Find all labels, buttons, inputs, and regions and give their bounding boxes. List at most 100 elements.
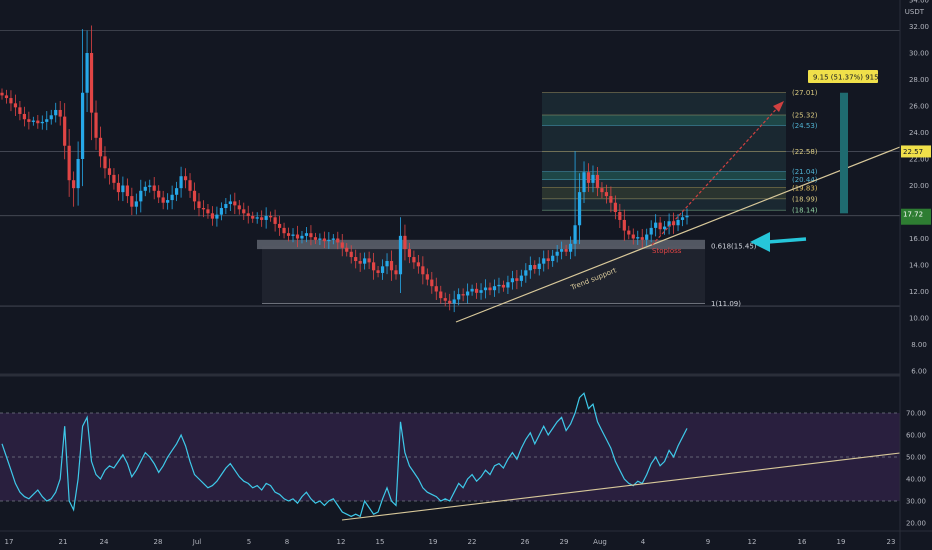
candle-body[interactable] (533, 265, 537, 269)
candle-body[interactable] (443, 298, 447, 301)
candle-body[interactable] (116, 182, 121, 193)
candle-body[interactable] (152, 185, 156, 191)
candle-body[interactable] (94, 112, 98, 138)
candle-body[interactable] (604, 192, 609, 197)
candle-body[interactable] (372, 262, 376, 271)
candle-body[interactable] (45, 119, 49, 122)
candle-body[interactable] (537, 263, 541, 269)
candle-body[interactable] (246, 213, 250, 216)
candle-body[interactable] (385, 261, 389, 267)
candle-body[interactable] (363, 258, 367, 264)
candle-body[interactable] (380, 266, 385, 273)
candle-body[interactable] (9, 98, 13, 104)
candle-body[interactable] (215, 214, 219, 219)
candle-body[interactable] (27, 119, 31, 122)
candle-body[interactable] (36, 120, 40, 124)
retracement-zone[interactable] (262, 245, 705, 304)
candle-body[interactable] (322, 238, 326, 242)
candle-body[interactable] (54, 109, 58, 116)
candle-body[interactable] (430, 279, 434, 287)
candle-body[interactable] (318, 238, 322, 240)
candle-body[interactable] (157, 190, 161, 198)
candle-body[interactable] (175, 188, 179, 195)
candle-body[interactable] (600, 188, 604, 193)
candle-body[interactable] (577, 192, 582, 226)
candle-body[interactable] (618, 212, 622, 220)
candle-body[interactable] (166, 200, 170, 203)
candle-body[interactable] (242, 209, 246, 214)
candle-body[interactable] (586, 172, 591, 183)
candle-body[interactable] (671, 221, 676, 226)
candle-body[interactable] (667, 221, 671, 227)
rsi-axis[interactable]: 20.00 30.00 40.00 50.00 60.00 70.00 (906, 410, 926, 528)
candle-body[interactable] (237, 205, 241, 210)
candle-body[interactable] (327, 239, 331, 242)
candle-body[interactable] (658, 222, 662, 230)
candle-body[interactable] (560, 249, 564, 252)
candle-body[interactable] (474, 288, 479, 293)
candle-body[interactable] (524, 270, 528, 276)
candle-body[interactable] (0, 92, 4, 96)
candle-body[interactable] (497, 284, 501, 287)
candle-body[interactable] (148, 185, 152, 187)
support-band[interactable] (257, 239, 705, 250)
candle-body[interactable] (22, 113, 26, 120)
candle-body[interactable] (139, 190, 143, 202)
candle-body[interactable] (483, 287, 488, 291)
candle-body[interactable] (407, 249, 412, 258)
candle-body[interactable] (291, 234, 295, 236)
candle-body[interactable] (488, 287, 492, 291)
candle-body[interactable] (201, 208, 206, 210)
rsi-line[interactable] (1, 392, 688, 518)
candle-body[interactable] (192, 190, 197, 202)
candle-body[interactable] (161, 197, 165, 203)
candle-body[interactable] (582, 172, 586, 193)
candle-body[interactable] (457, 294, 461, 300)
candle-body[interactable] (403, 235, 407, 250)
candle-body[interactable] (528, 265, 532, 271)
candle-body[interactable] (304, 233, 309, 236)
candle-body[interactable] (394, 270, 398, 275)
candle-body[interactable] (340, 242, 344, 248)
candle-body[interactable] (640, 237, 644, 240)
candle-body[interactable] (4, 95, 9, 99)
candle-body[interactable] (470, 288, 474, 292)
measure-bar[interactable] (840, 92, 848, 214)
candle-body[interactable] (555, 251, 559, 256)
candle-body[interactable] (622, 219, 626, 231)
candle-body[interactable] (130, 196, 134, 207)
projection-arrow[interactable] (651, 104, 781, 246)
candle-body[interactable] (358, 261, 362, 264)
candle-body[interactable] (210, 213, 215, 219)
candle-body[interactable] (89, 53, 94, 113)
candle-body[interactable] (224, 204, 228, 209)
candle-body[interactable] (466, 291, 470, 296)
candle-body[interactable] (568, 243, 573, 252)
candle-body[interactable] (49, 115, 53, 120)
candle-body[interactable] (170, 194, 174, 201)
candle-body[interactable] (501, 284, 506, 288)
rsi-pane[interactable] (0, 392, 901, 521)
candle-body[interactable] (121, 185, 125, 193)
candle-body[interactable] (349, 251, 353, 258)
candle-body[interactable] (421, 266, 425, 275)
cyan-pointer-arrow[interactable] (767, 237, 807, 244)
candle-body[interactable] (551, 255, 555, 262)
candle-body[interactable] (277, 223, 282, 228)
candle-body[interactable] (282, 227, 286, 234)
candle-body[interactable] (398, 235, 403, 275)
candle-body[interactable] (183, 176, 188, 181)
candle-body[interactable] (85, 53, 89, 93)
candle-body[interactable] (506, 282, 510, 288)
candle-body[interactable] (336, 238, 340, 243)
candle-body[interactable] (300, 235, 304, 239)
candle-body[interactable] (188, 180, 192, 191)
candle-body[interactable] (627, 230, 631, 235)
candle-body[interactable] (591, 174, 595, 183)
candle-body[interactable] (143, 186, 147, 191)
candle-body[interactable] (125, 185, 129, 197)
candle-body[interactable] (685, 215, 689, 218)
candle-body[interactable] (645, 234, 649, 240)
candle-body[interactable] (179, 176, 183, 189)
